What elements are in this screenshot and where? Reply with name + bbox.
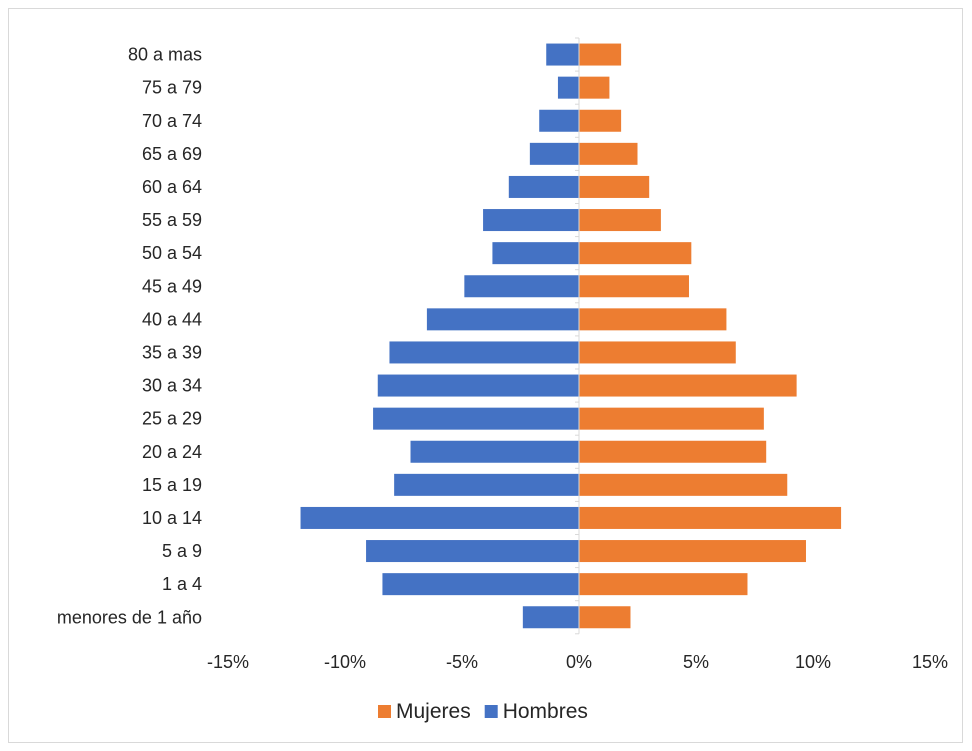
legend-swatch-hombres xyxy=(484,705,498,718)
bar-hombres-13 xyxy=(508,175,579,198)
legend-label-hombres: Hombres xyxy=(503,700,588,723)
bar-mujeres-1 xyxy=(579,573,748,596)
bar-hombres-7 xyxy=(377,374,579,397)
bar-hombres-14 xyxy=(529,142,579,165)
legend: Mujeres Hombres xyxy=(378,700,588,723)
bar-mujeres-14 xyxy=(579,142,638,165)
x-tick-label-4: 5% xyxy=(683,652,709,672)
category-label-15: 70 a 74 xyxy=(142,111,202,131)
bar-mujeres-11 xyxy=(579,242,692,265)
category-label-8: 35 a 39 xyxy=(142,342,202,362)
category-label-16: 75 a 79 xyxy=(142,78,202,98)
category-labels: menores de 1 año 1 a 4 5 a 9 10 a 14 15 a 19… xyxy=(57,45,202,628)
bar-hombres-6 xyxy=(373,407,579,430)
category-label-5: 20 a 24 xyxy=(142,442,202,462)
bar-hombres-5 xyxy=(410,440,579,463)
category-label-14: 65 a 69 xyxy=(142,144,202,164)
bar-mujeres-7 xyxy=(579,374,797,397)
bar-mujeres-17 xyxy=(579,43,622,66)
category-label-7: 30 a 34 xyxy=(142,376,202,396)
bar-hombres-9 xyxy=(426,308,579,331)
bar-mujeres-0 xyxy=(579,606,631,629)
bar-mujeres-3 xyxy=(579,506,842,529)
bar-mujeres-15 xyxy=(579,109,622,132)
category-label-10: 45 a 49 xyxy=(142,276,202,296)
bar-mujeres-8 xyxy=(579,341,736,364)
category-label-13: 60 a 64 xyxy=(142,177,202,197)
bar-hombres-8 xyxy=(389,341,579,364)
x-tick-label-2: -5% xyxy=(446,652,478,672)
x-tick-label-1: -10% xyxy=(324,652,366,672)
x-tick-label-3: 0% xyxy=(566,652,592,672)
bar-hombres-17 xyxy=(546,43,579,66)
category-label-9: 40 a 44 xyxy=(142,309,202,329)
bar-mujeres-6 xyxy=(579,407,764,430)
bar-hombres-16 xyxy=(557,76,579,99)
bar-mujeres-16 xyxy=(579,76,610,99)
bar-mujeres-9 xyxy=(579,308,727,331)
x-tick-label-6: 15% xyxy=(912,652,948,672)
bar-mujeres-4 xyxy=(579,473,788,496)
bar-mujeres-10 xyxy=(579,275,689,298)
bar-hombres-2 xyxy=(366,540,579,563)
bar-mujeres-5 xyxy=(579,440,767,463)
bar-mujeres-12 xyxy=(579,209,661,232)
x-tick-label-5: 10% xyxy=(795,652,831,672)
bar-hombres-15 xyxy=(539,109,579,132)
category-label-0: menores de 1 año xyxy=(57,607,202,627)
legend-swatch-mujeres xyxy=(378,705,391,718)
axis-layer xyxy=(575,37,580,635)
bar-mujeres-2 xyxy=(579,540,806,563)
bars-layer xyxy=(300,43,842,629)
category-label-4: 15 a 19 xyxy=(142,475,202,495)
bar-hombres-1 xyxy=(382,573,579,596)
category-label-6: 25 a 29 xyxy=(142,409,202,429)
x-tick-labels: -15% -10% -5% 0% 5% 10% 15% xyxy=(207,652,948,672)
bar-hombres-12 xyxy=(483,209,579,232)
bar-hombres-4 xyxy=(394,473,579,496)
legend-label-mujeres: Mujeres xyxy=(396,700,471,723)
category-label-1: 1 a 4 xyxy=(162,574,202,594)
bar-hombres-11 xyxy=(492,242,579,265)
x-tick-label-0: -15% xyxy=(207,652,249,672)
category-label-12: 55 a 59 xyxy=(142,210,202,230)
category-label-11: 50 a 54 xyxy=(142,243,202,263)
bar-mujeres-13 xyxy=(579,175,650,198)
category-label-2: 5 a 9 xyxy=(162,541,202,561)
category-label-3: 10 a 14 xyxy=(142,508,202,528)
bar-hombres-0 xyxy=(522,606,579,629)
category-label-17: 80 a mas xyxy=(128,45,202,65)
bar-hombres-10 xyxy=(464,275,579,298)
bar-hombres-3 xyxy=(300,506,579,529)
